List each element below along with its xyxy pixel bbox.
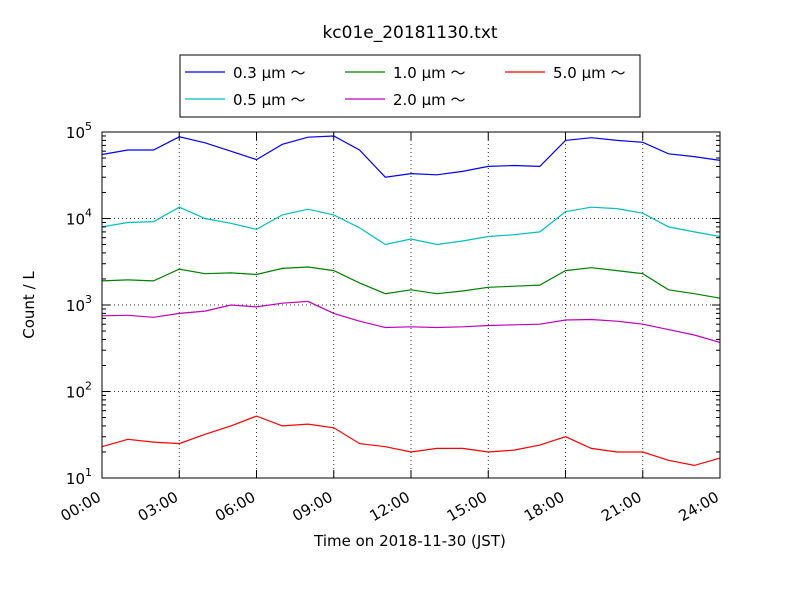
y-tick-label: 101: [66, 466, 92, 488]
x-axis-label: Time on 2018-11-30 (JST): [313, 532, 506, 550]
x-tick-label: 18:00: [521, 488, 567, 525]
y-tick-label: 102: [66, 380, 92, 402]
y-axis: 101 102 103 104 105: [66, 120, 720, 488]
x-tick-label: 09:00: [289, 488, 335, 525]
legend-entry: 0.5 μm ～: [233, 91, 306, 109]
y-axis-label: Count / L: [20, 271, 38, 339]
series-line: [101, 415, 721, 467]
y-tick-label: 105: [66, 120, 92, 142]
x-tick-label: 21:00: [598, 488, 644, 525]
x-tick-label: 24:00: [676, 488, 722, 525]
y-tick-label: 103: [66, 293, 92, 315]
series-line: [101, 206, 721, 246]
x-tick-label: 06:00: [212, 488, 258, 525]
series-line: [101, 266, 721, 299]
x-axis: 00:00 03:00 06:00 09:00 12:00 15:00 18:00 21:00…: [58, 132, 722, 525]
legend-frame: [179, 54, 641, 118]
chart-title: kc01e_20181130.txt: [322, 23, 497, 43]
grid: [102, 132, 720, 478]
y-tick-label: 104: [66, 207, 92, 229]
legend-entry: 2.0 μm ～: [393, 91, 466, 109]
legend-entry: 0.3 μm ～: [233, 64, 306, 82]
x-tick-label: 03:00: [135, 488, 181, 525]
legend-entry: 5.0 μm ～: [553, 64, 626, 82]
series-line: [101, 300, 721, 343]
series-line: [101, 135, 721, 178]
x-tick-label: 00:00: [58, 488, 104, 525]
series-lines: [101, 135, 721, 467]
legend-entry: 1.0 μm ～: [393, 64, 466, 82]
x-tick-label: 12:00: [367, 488, 413, 525]
legend: 0.3 μm ～ 0.5 μm ～ 1.0 μm ～ 2.0 μm ～ 5.0 μm ～: [179, 54, 641, 118]
x-tick-label: 15:00: [444, 488, 490, 525]
